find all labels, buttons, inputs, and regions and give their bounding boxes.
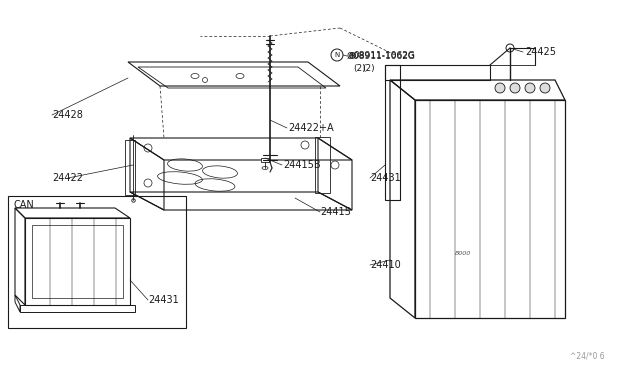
Text: (2): (2) — [353, 64, 365, 73]
Circle shape — [525, 83, 535, 93]
Text: 24415: 24415 — [320, 207, 351, 217]
Text: 24415B: 24415B — [283, 160, 321, 170]
Text: 08911-1062G: 08911-1062G — [353, 51, 415, 61]
Text: 24425: 24425 — [525, 47, 556, 57]
Text: 24431: 24431 — [370, 173, 401, 183]
Text: ^24/*0 6: ^24/*0 6 — [570, 352, 605, 360]
Text: B000: B000 — [455, 251, 471, 256]
Text: 24422+A: 24422+A — [288, 123, 333, 133]
Text: 24422: 24422 — [52, 173, 83, 183]
Circle shape — [495, 83, 505, 93]
Bar — [8, 196, 186, 328]
Bar — [261, 158, 269, 162]
Text: 24428: 24428 — [52, 110, 83, 120]
Text: CAN: CAN — [14, 200, 35, 210]
Text: N: N — [334, 52, 340, 58]
Text: Ø08911-1062G: Ø08911-1062G — [347, 51, 416, 61]
Text: 24410: 24410 — [370, 260, 401, 270]
Circle shape — [540, 83, 550, 93]
Text: 24431: 24431 — [148, 295, 179, 305]
Text: (2): (2) — [362, 64, 374, 73]
Circle shape — [510, 83, 520, 93]
